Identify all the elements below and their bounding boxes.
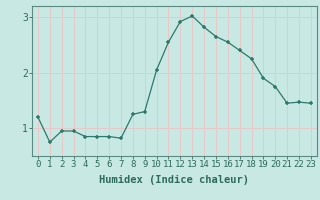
- X-axis label: Humidex (Indice chaleur): Humidex (Indice chaleur): [100, 175, 249, 185]
